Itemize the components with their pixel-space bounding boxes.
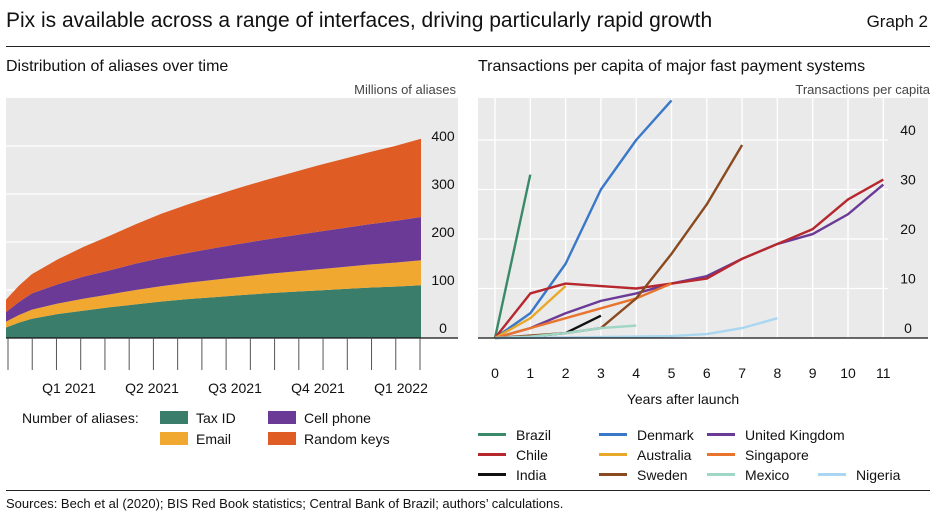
area-tax-id — [6, 285, 421, 338]
legend-swatch — [818, 473, 846, 476]
legend-item-chile: Chile — [478, 447, 548, 463]
area-cell-phone — [6, 217, 421, 322]
line-denmark — [494, 99, 673, 339]
legend-item-random-keys: Random keys — [268, 431, 390, 447]
right-unit-label: Transactions per capita — [795, 82, 930, 97]
legend-item-cell-phone: Cell phone — [268, 410, 371, 426]
line-chile — [494, 178, 884, 339]
x-tick-label: Q3 2021 — [208, 380, 262, 396]
legend-label: Cell phone — [304, 410, 371, 426]
legend-swatch — [160, 411, 188, 424]
legend-swatch — [160, 432, 188, 445]
legend-swatch — [478, 453, 506, 456]
legend-label: Singapore — [745, 447, 809, 463]
line-united-kingdom — [494, 183, 885, 340]
legend-label: Chile — [516, 447, 548, 463]
y-tick-label: 20 — [900, 221, 916, 237]
x-tick-label: 10 — [840, 365, 856, 381]
legend-item-singapore: Singapore — [707, 447, 809, 463]
area-email — [6, 260, 421, 328]
y-tick-label: 100 — [431, 272, 455, 288]
x-tick-label: 7 — [738, 365, 746, 381]
x-tick-label: 5 — [668, 365, 676, 381]
footer-divider — [6, 490, 930, 491]
legend-label: India — [516, 467, 547, 483]
x-tick-label: 0 — [491, 365, 499, 381]
legend-item-email: Email — [160, 431, 231, 447]
legend-swatch — [707, 473, 735, 476]
y-tick-label: 200 — [431, 224, 455, 240]
legend-label: Nigeria — [856, 467, 901, 483]
legend-label: Denmark — [637, 427, 694, 443]
legend-item-australia: Australia — [599, 447, 691, 463]
sources-note: Sources: Bech et al (2020); BIS Red Book… — [6, 496, 564, 511]
legend-item-sweden: Sweden — [599, 467, 688, 483]
legend-label: Brazil — [516, 427, 552, 443]
page-title: Pix is available across a range of inter… — [6, 9, 713, 32]
legend-label: Random keys — [304, 431, 390, 447]
transactions-line-chart: 0 10 20 30 40 0 1 2 3 4 5 6 7 8 9 10 11 Years after launc… — [478, 98, 928, 407]
left-legend: Tax ID Cell phone Email Random keys — [160, 410, 460, 450]
left-chart-title: Distribution of aliases over time — [6, 58, 229, 75]
legend-item-tax-id: Tax ID — [160, 410, 236, 426]
x-tick-label: 2 — [562, 365, 570, 381]
line-brazil — [493, 174, 532, 339]
legend-item-nigeria: Nigeria — [818, 467, 900, 483]
legend-item-denmark: Denmark — [599, 427, 694, 443]
y-tick-label: 400 — [431, 128, 455, 144]
x-tick-label: 8 — [774, 365, 782, 381]
legend-label: United Kingdom — [745, 427, 845, 443]
x-tick-label: 4 — [632, 365, 640, 381]
legend-swatch — [268, 432, 296, 445]
legend-item-brazil: Brazil — [478, 427, 551, 443]
legend-label: Email — [196, 431, 232, 447]
legend-item-mexico: Mexico — [707, 467, 789, 483]
x-tick-label: Q2 2021 — [125, 380, 179, 396]
x-tick-label: 3 — [597, 365, 605, 381]
legend-item-united-kingdom: United Kingdom — [707, 427, 845, 443]
x-tick-label: Q1 2022 — [374, 380, 428, 396]
legend-item-india: India — [478, 467, 546, 483]
legend-swatch — [478, 473, 506, 476]
y-tick-label: 30 — [900, 172, 916, 188]
x-tick-label: 11 — [876, 365, 891, 381]
x-tick-label: 9 — [809, 365, 817, 381]
x-axis-label: Years after launch — [627, 391, 739, 407]
legend-swatch — [599, 433, 627, 436]
legend-label: Tax ID — [196, 410, 236, 426]
aliases-area-chart: 0 100 200 300 400 Q1 2021 Q2 2021 Q3 2021 Q4 202… — [6, 98, 458, 396]
x-tick-label: 1 — [526, 365, 534, 381]
graph-label: Graph 2 — [866, 12, 928, 31]
legend-swatch — [599, 473, 627, 476]
legend-swatch — [707, 453, 735, 456]
y-tick-label: 0 — [439, 320, 447, 336]
x-tick-label: Q4 2021 — [291, 380, 345, 396]
y-tick-label: 10 — [900, 271, 916, 287]
left-unit-label: Millions of aliases — [354, 82, 456, 97]
legend-swatch — [707, 433, 735, 436]
x-tick-label: 6 — [703, 365, 711, 381]
legend-label: Australia — [637, 447, 692, 463]
legend-label: Sweden — [637, 467, 688, 483]
legend-swatch — [599, 453, 627, 456]
legend-prefix: Number of aliases: — [22, 410, 139, 426]
legend-label: Mexico — [745, 467, 790, 483]
area-random-keys — [6, 138, 421, 313]
y-tick-label: 0 — [904, 320, 912, 336]
line-australia — [494, 285, 567, 340]
y-tick-label: 300 — [431, 176, 455, 192]
right-legend: Brazil Denmark United Kingdom Chile Australi… — [478, 427, 933, 487]
right-chart-title: Transactions per capita of major fast pa… — [478, 58, 866, 75]
legend-swatch — [268, 411, 296, 424]
x-tick-label: Q1 2021 — [42, 380, 96, 396]
header-divider — [6, 46, 930, 47]
plot-background — [478, 98, 928, 338]
y-tick-label: 40 — [900, 122, 916, 138]
line-singapore — [494, 282, 672, 340]
legend-swatch — [478, 433, 506, 436]
